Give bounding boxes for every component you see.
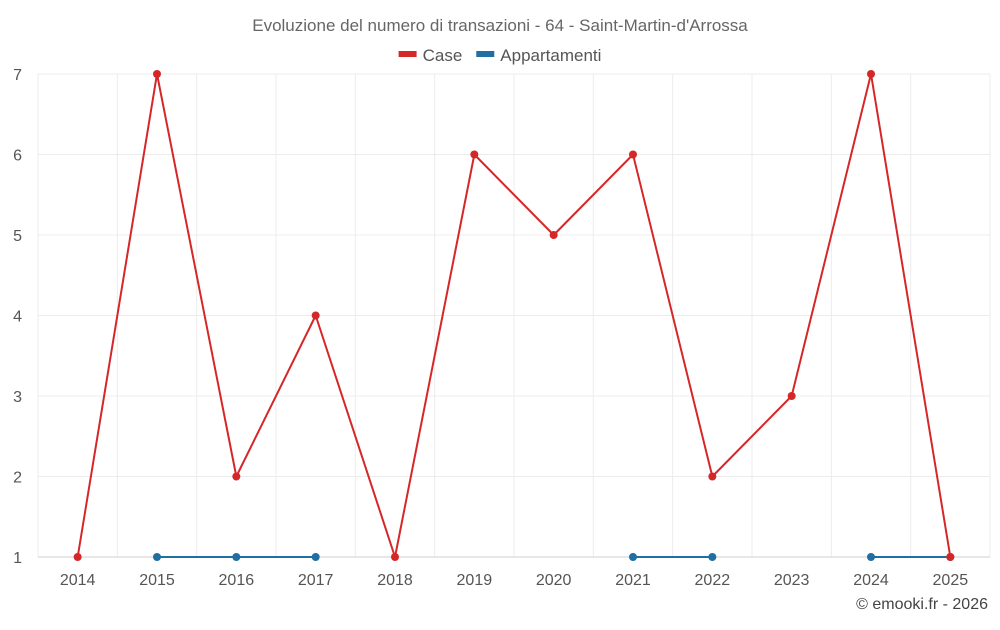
x-tick-label: 2023 xyxy=(774,572,810,589)
x-tick-label: 2016 xyxy=(219,572,255,589)
data-point xyxy=(787,392,796,400)
y-tick-label: 5 xyxy=(13,228,22,245)
data-point xyxy=(153,70,161,78)
data-point xyxy=(311,311,320,320)
grid xyxy=(37,73,991,558)
x-tick-label: 2022 xyxy=(695,572,731,589)
y-tick-label: 7 xyxy=(13,67,22,84)
data-point xyxy=(946,553,955,561)
data-point xyxy=(629,553,637,561)
x-tick-label: 2024 xyxy=(853,572,889,589)
legend-label: Case xyxy=(423,46,463,65)
y-tick-label: 4 xyxy=(13,309,22,326)
data-point xyxy=(549,231,558,239)
chart-title: Evoluzione del numero di transazioni - 6… xyxy=(252,16,748,35)
y-axis-ticks: 1 2 3 4 5 6 7 xyxy=(13,67,22,567)
x-tick-label: 2025 xyxy=(933,572,969,589)
data-point xyxy=(232,472,241,481)
data-point xyxy=(232,553,241,561)
data-point xyxy=(708,553,717,561)
series-appartamenti xyxy=(153,553,955,561)
data-point xyxy=(153,553,161,561)
series-case xyxy=(73,70,955,561)
x-tick-label: 2018 xyxy=(377,572,413,589)
series-group xyxy=(73,70,955,561)
x-tick-label: 2015 xyxy=(139,572,175,589)
y-tick-label: 2 xyxy=(13,470,22,487)
x-tick-label: 2017 xyxy=(298,572,334,589)
data-point xyxy=(629,150,637,159)
legend-swatch xyxy=(476,51,495,57)
series-line xyxy=(76,73,952,558)
data-point xyxy=(311,553,320,561)
x-tick-label: 2021 xyxy=(615,572,651,589)
x-tick-label: 2020 xyxy=(536,572,572,589)
data-point xyxy=(391,553,399,561)
x-axis-ticks: 2014 2015 2016 2017 2018 2019 2020 2021 2022 2023… xyxy=(60,572,968,589)
legend-swatch xyxy=(398,51,417,57)
x-tick-label: 2014 xyxy=(60,572,96,589)
data-point xyxy=(867,70,875,78)
legend: Case Appartamenti xyxy=(398,46,601,65)
x-tick-label: 2019 xyxy=(457,572,493,589)
y-tick-label: 1 xyxy=(13,550,22,567)
credit-text: © emooki.fr - 2026 xyxy=(856,596,988,613)
y-tick-label: 3 xyxy=(13,389,22,406)
data-point xyxy=(708,472,717,481)
y-tick-label: 6 xyxy=(13,148,22,165)
data-point xyxy=(867,553,875,561)
data-point xyxy=(73,553,82,561)
data-point xyxy=(470,150,479,159)
legend-label: Appartamenti xyxy=(500,46,601,65)
